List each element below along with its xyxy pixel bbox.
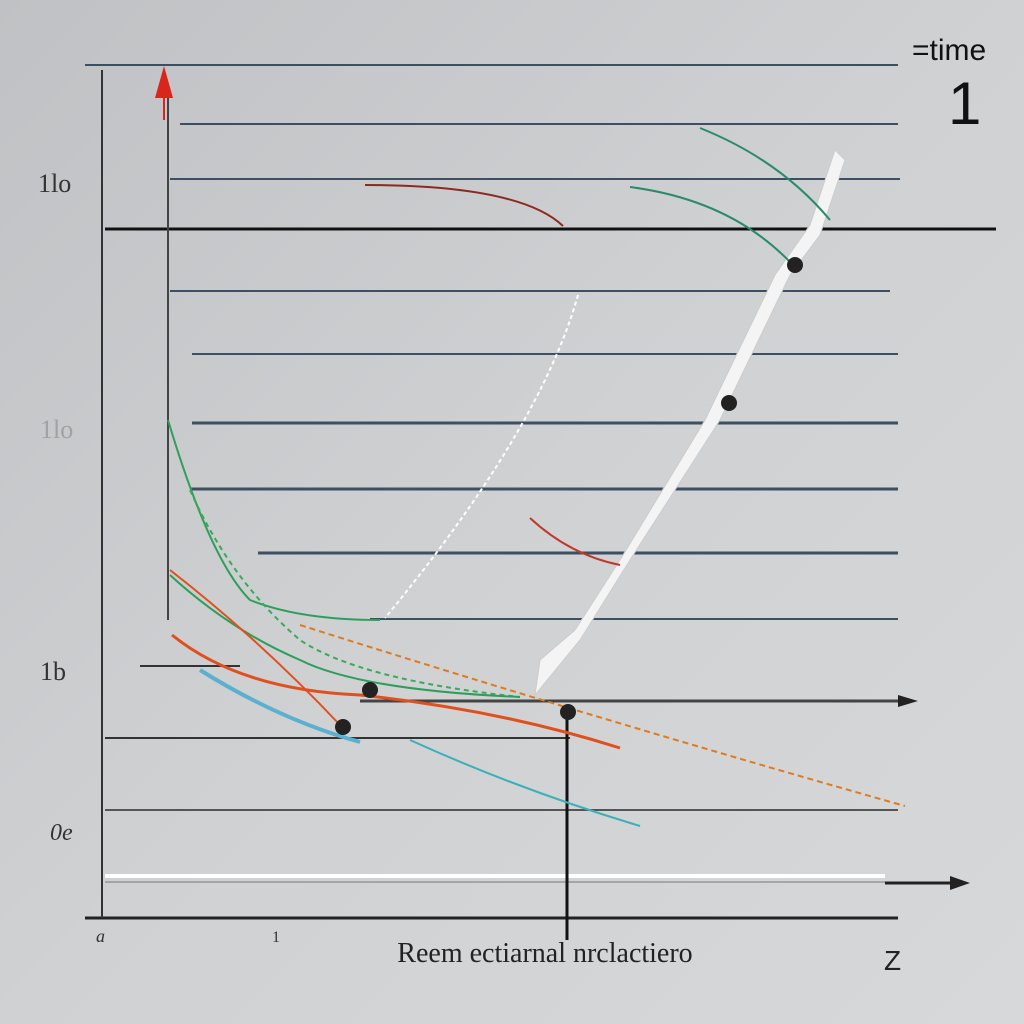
y-label: 1lo	[38, 169, 71, 198]
curve	[364, 184, 564, 227]
curve	[629, 186, 791, 263]
legend-label: =time	[912, 34, 986, 67]
curve	[299, 624, 906, 807]
arrow-head	[950, 876, 970, 890]
curve	[699, 127, 831, 221]
dot	[721, 395, 737, 411]
curve	[167, 419, 381, 621]
curve	[171, 633, 621, 750]
y-label: a	[96, 926, 105, 946]
wedge	[534, 149, 846, 697]
curve	[384, 294, 579, 619]
y-label: 0e	[50, 820, 73, 846]
y-label: 1lo	[40, 415, 73, 444]
dot	[335, 719, 351, 735]
curve	[529, 517, 621, 566]
x-label: Z	[884, 945, 901, 976]
dot	[787, 257, 803, 273]
curve	[198, 668, 361, 744]
y-label: 1b	[40, 657, 66, 686]
curve	[189, 489, 521, 698]
dot	[362, 682, 378, 698]
big-number: 1	[948, 70, 981, 137]
arrow-up	[155, 66, 173, 98]
x-axis-title: Reem ectiarnal nrclactiero	[397, 938, 692, 969]
arrow-head	[898, 695, 918, 707]
curve	[169, 574, 521, 698]
x-label: 1	[272, 929, 280, 946]
curve	[169, 569, 341, 726]
curve	[409, 739, 641, 827]
dot	[560, 704, 576, 720]
